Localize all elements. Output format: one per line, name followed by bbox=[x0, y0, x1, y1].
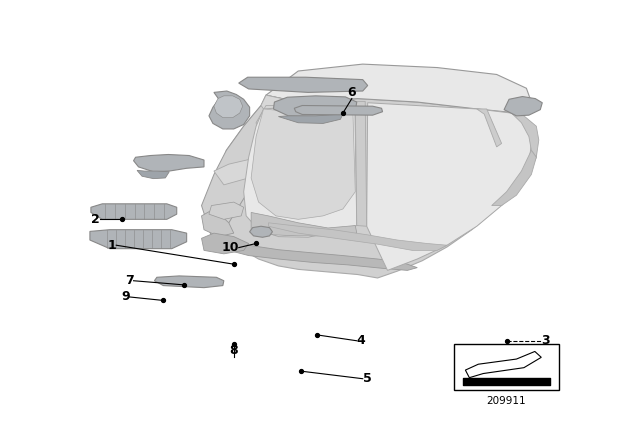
Polygon shape bbox=[511, 113, 539, 157]
Text: 4: 4 bbox=[356, 334, 365, 347]
Polygon shape bbox=[91, 204, 177, 220]
Polygon shape bbox=[202, 209, 234, 237]
Polygon shape bbox=[209, 91, 250, 129]
Polygon shape bbox=[209, 202, 244, 220]
Polygon shape bbox=[244, 103, 356, 237]
Polygon shape bbox=[273, 96, 356, 116]
Polygon shape bbox=[504, 96, 542, 116]
Polygon shape bbox=[278, 114, 343, 124]
Polygon shape bbox=[137, 170, 169, 179]
Polygon shape bbox=[367, 103, 531, 271]
Polygon shape bbox=[477, 109, 502, 147]
Text: 6: 6 bbox=[348, 86, 356, 99]
Text: 8: 8 bbox=[230, 345, 238, 358]
Polygon shape bbox=[355, 101, 367, 226]
Polygon shape bbox=[214, 96, 243, 117]
Polygon shape bbox=[211, 95, 536, 278]
Text: 5: 5 bbox=[363, 372, 371, 385]
Polygon shape bbox=[90, 230, 187, 249]
Text: 2: 2 bbox=[91, 213, 100, 226]
Polygon shape bbox=[134, 155, 204, 172]
Polygon shape bbox=[256, 104, 358, 152]
Polygon shape bbox=[229, 240, 417, 271]
Polygon shape bbox=[269, 223, 447, 250]
Polygon shape bbox=[261, 95, 298, 123]
Polygon shape bbox=[154, 276, 224, 288]
Polygon shape bbox=[294, 106, 383, 115]
Text: 1: 1 bbox=[108, 239, 116, 252]
Polygon shape bbox=[239, 77, 367, 92]
Polygon shape bbox=[202, 95, 298, 237]
Polygon shape bbox=[250, 226, 273, 237]
Polygon shape bbox=[266, 64, 531, 112]
Polygon shape bbox=[492, 151, 536, 206]
Text: 3: 3 bbox=[541, 334, 550, 347]
Text: 10: 10 bbox=[221, 241, 239, 254]
Text: 7: 7 bbox=[125, 274, 134, 287]
Text: 9: 9 bbox=[121, 290, 129, 303]
Polygon shape bbox=[214, 157, 288, 185]
Polygon shape bbox=[202, 233, 249, 254]
Polygon shape bbox=[465, 352, 541, 378]
Polygon shape bbox=[251, 212, 356, 236]
Text: 209911: 209911 bbox=[487, 396, 526, 406]
FancyBboxPatch shape bbox=[454, 344, 559, 390]
Polygon shape bbox=[251, 109, 355, 220]
